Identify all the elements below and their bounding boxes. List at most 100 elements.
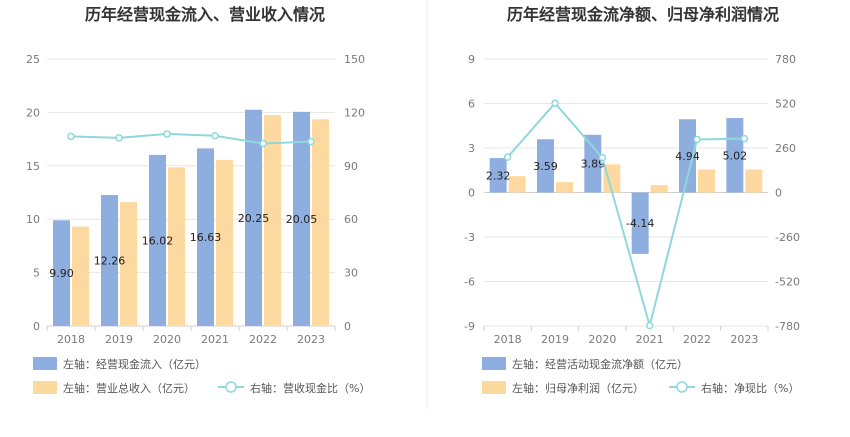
x-tick-label: 2019 — [105, 333, 133, 346]
line-point — [598, 153, 607, 162]
bar-secondary — [312, 119, 329, 326]
bar-primary — [293, 111, 310, 326]
chart-title: 历年经营现金流入、营业收入情况 — [85, 5, 325, 24]
line-point — [551, 99, 559, 107]
y-right-tick-label: -780 — [775, 320, 800, 333]
bar-data-label: 16.02 — [142, 234, 174, 247]
x-tick-label: 2019 — [541, 333, 569, 346]
y-right-tick-label: 120 — [344, 106, 365, 119]
bar-data-label: 9.90 — [49, 267, 74, 280]
line-point — [163, 130, 171, 138]
line-point — [67, 132, 75, 141]
bar-secondary — [216, 159, 233, 326]
x-tick-label: 2020 — [153, 333, 181, 346]
y-left-tick-label: 0 — [33, 320, 40, 333]
bar-data-label: 20.05 — [286, 213, 318, 226]
ratio-line — [506, 101, 745, 330]
x-tick-label: 2023 — [730, 333, 758, 346]
y-left-tick-label: -3 — [464, 231, 475, 244]
y-right-tick-label: -260 — [775, 231, 800, 244]
line-point — [693, 135, 701, 144]
bar-secondary — [264, 115, 281, 326]
bar-secondary — [72, 226, 89, 326]
bar-data-label: 4.94 — [675, 150, 700, 163]
y-right-tick-label: 0 — [344, 320, 351, 333]
bar-primary — [53, 220, 70, 326]
x-tick-label: 2022 — [249, 333, 277, 346]
legend-label: 左轴：营业总收入（亿元） — [63, 381, 195, 395]
y-right-tick-label: 520 — [775, 98, 796, 111]
x-tick-label: 2023 — [297, 333, 325, 346]
y-left-tick-label: 25 — [26, 53, 40, 66]
bar-secondary — [698, 169, 715, 193]
legend-label: 左轴：经营现金流入（亿元） — [63, 357, 206, 371]
legend-label: 左轴：归母净利润（亿元） — [512, 381, 644, 395]
bar-data-label: 3.89 — [581, 158, 606, 171]
y-left-tick-label: 3 — [468, 142, 475, 155]
legend-swatch-primary — [482, 357, 506, 370]
bar-primary — [197, 148, 214, 326]
y-left-tick-label: 20 — [26, 106, 40, 119]
bar-primary — [537, 139, 554, 193]
line-point — [645, 321, 654, 330]
legend-label: 左轴：经营活动现金流净额（亿元） — [512, 357, 688, 371]
bar-secondary — [650, 185, 668, 193]
y-right-tick-label: 260 — [775, 142, 796, 155]
bar-secondary — [603, 164, 621, 193]
bar-data-label: -4.14 — [626, 217, 654, 230]
bar-data-label: 16.63 — [190, 231, 222, 244]
legend: 左轴：经营现金流入（亿元） 左轴：营业总收入（亿元） 右轴：营收现金比（%） — [33, 357, 370, 395]
line-point — [115, 134, 123, 142]
legend-line-marker — [225, 381, 237, 393]
bar-secondary — [168, 167, 185, 326]
y-right-tick-label: 90 — [344, 160, 358, 173]
y-right-tick-label: 0 — [775, 187, 782, 200]
legend-swatch-secondary — [482, 381, 506, 394]
chart-panel-2: 历年经营现金流净额、归母净利润情况 -9 -6 -3 0 3 6 9 -780 -520 -260 0… — [464, 5, 800, 395]
y-right-tick-label: 30 — [344, 267, 358, 280]
bar-data-label: 20.25 — [238, 212, 270, 225]
legend: 左轴：经营活动现金流净额（亿元） 左轴：归母净利润（亿元） 右轴：净现比（%） — [482, 357, 799, 395]
y-left-tick-label: 6 — [468, 98, 475, 111]
bar-data-label: 12.26 — [94, 255, 126, 268]
bar-secondary — [745, 169, 763, 193]
y-right-tick-label: 780 — [775, 53, 796, 66]
y-right-tick-label: 60 — [344, 213, 358, 226]
x-tick-label: 2022 — [683, 333, 711, 346]
chart-title: 历年经营现金流净额、归母净利润情况 — [507, 5, 779, 24]
y-right-tick-label: -520 — [775, 276, 800, 289]
legend-swatch-primary — [33, 357, 57, 370]
bar-primary — [149, 154, 166, 326]
bar-data-label: 2.32 — [486, 169, 511, 182]
bar-data-label: 3.59 — [533, 160, 558, 173]
legend-label: 右轴：净现比（%） — [701, 381, 799, 395]
y-left-tick-label: 0 — [468, 187, 475, 200]
bar-primary — [679, 119, 696, 193]
bar-data-label: 5.02 — [723, 149, 748, 162]
x-tick-label: 2018 — [494, 333, 522, 346]
bar-primary — [489, 158, 507, 193]
bar-primary — [631, 192, 649, 254]
line-point — [503, 153, 512, 161]
bar-primary — [584, 134, 602, 193]
x-tick-label: 2021 — [201, 333, 229, 346]
legend-line-marker — [676, 381, 688, 393]
y-right-tick-label: 150 — [344, 53, 365, 66]
x-tick-label: 2021 — [636, 333, 664, 346]
line-point — [259, 139, 267, 148]
chart-panel-1: 历年经营现金流入、营业收入情况 0 5 10 15 20 25 0 30 60 90 120 150 20… — [26, 5, 370, 395]
x-tick-label: 2018 — [57, 333, 85, 346]
bar-primary — [245, 109, 262, 326]
y-left-tick-label: 9 — [468, 53, 475, 66]
bar-secondary — [508, 176, 526, 193]
bar-secondary — [120, 202, 137, 326]
bar-primary — [101, 195, 118, 326]
legend-label: 右轴：营收现金比（%） — [250, 381, 370, 395]
y-left-tick-label: -6 — [464, 276, 475, 289]
line-point — [211, 131, 219, 140]
y-left-tick-label: -9 — [464, 320, 475, 333]
x-tick-label: 2020 — [588, 333, 616, 346]
legend-swatch-secondary — [33, 381, 57, 394]
